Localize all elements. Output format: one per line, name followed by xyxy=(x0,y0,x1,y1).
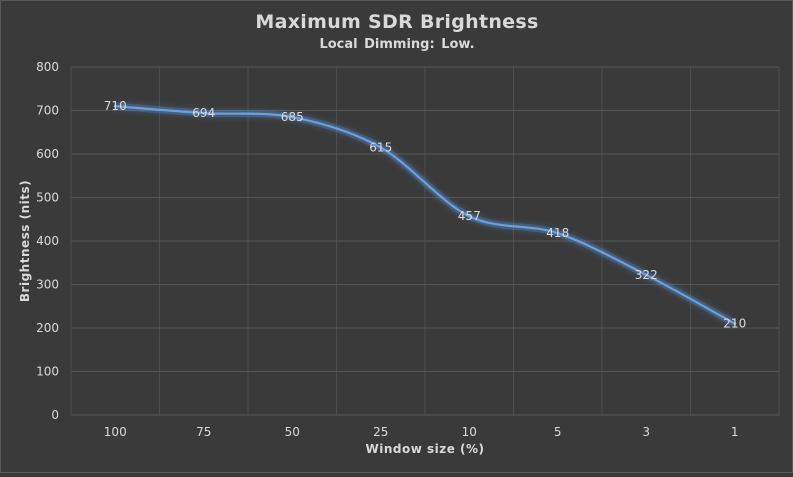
data-label: 615 xyxy=(369,140,392,154)
x-tick-label: 1 xyxy=(731,425,739,439)
data-point xyxy=(467,214,471,218)
x-tick-label: 5 xyxy=(554,425,562,439)
data-labels: 710 694 685 615 457 418 322 210 xyxy=(104,99,746,331)
chart-subtitle: Local Dimming: Low. xyxy=(319,37,474,52)
x-axis-ticks: 100 75 50 25 10 5 3 1 xyxy=(104,425,739,439)
data-point xyxy=(379,145,383,149)
y-tick-label: 500 xyxy=(36,191,59,205)
x-tick-label: 50 xyxy=(285,425,300,439)
data-label: 710 xyxy=(104,99,127,113)
data-point xyxy=(556,231,560,235)
y-tick-label: 400 xyxy=(36,234,59,248)
y-axis-title: Brightness (nits) xyxy=(18,180,32,302)
y-tick-label: 100 xyxy=(36,365,59,379)
x-tick-label: 25 xyxy=(373,425,388,439)
data-label: 322 xyxy=(635,268,658,282)
x-tick-label: 10 xyxy=(462,425,477,439)
y-tick-label: 200 xyxy=(36,321,59,335)
y-axis-ticks: 0 100 200 300 400 500 600 700 800 xyxy=(36,60,59,422)
data-label: 457 xyxy=(458,209,481,223)
data-point xyxy=(733,322,737,326)
data-label: 418 xyxy=(546,226,569,240)
x-tick-label: 3 xyxy=(642,425,650,439)
y-tick-label: 700 xyxy=(36,104,59,118)
series-layer xyxy=(113,102,737,327)
data-point xyxy=(202,111,206,115)
gridlines xyxy=(70,66,780,416)
data-point xyxy=(290,115,294,119)
chart-title: Maximum SDR Brightness xyxy=(255,11,538,33)
x-axis-title: Window size (%) xyxy=(365,442,484,456)
x-tick-label: 75 xyxy=(196,425,211,439)
data-point xyxy=(113,104,117,108)
data-label: 210 xyxy=(723,317,746,331)
x-tick-label: 100 xyxy=(104,425,127,439)
data-point xyxy=(644,273,648,277)
data-label: 685 xyxy=(281,110,304,124)
series-line xyxy=(114,105,736,325)
y-tick-label: 300 xyxy=(36,278,59,292)
y-tick-label: 0 xyxy=(51,408,59,422)
y-tick-label: 800 xyxy=(36,60,59,74)
y-tick-label: 600 xyxy=(36,147,59,161)
data-label: 694 xyxy=(192,106,215,120)
